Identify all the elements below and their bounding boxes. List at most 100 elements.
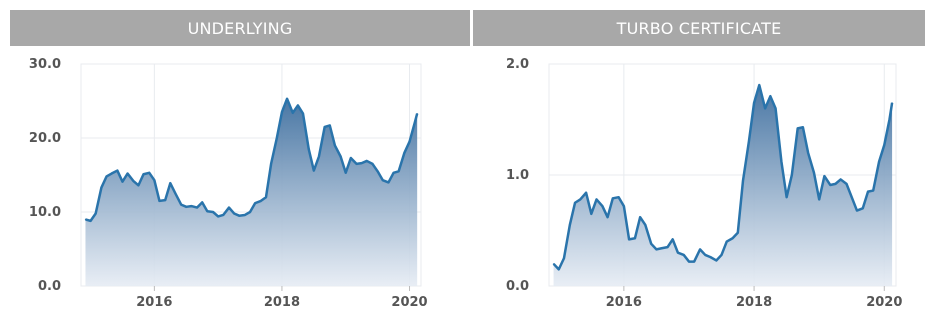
data-point: [655, 248, 658, 250]
data-point: [233, 212, 235, 215]
data-point: [585, 192, 587, 194]
data-point: [132, 180, 134, 182]
data-point: [249, 211, 251, 213]
data-point: [297, 104, 299, 107]
data-point: [628, 238, 630, 240]
data-point: [753, 102, 755, 104]
data-point: [142, 173, 145, 175]
data-point: [350, 157, 352, 159]
data-point: [558, 268, 560, 270]
data-point: [206, 210, 208, 212]
data-point: [302, 112, 304, 115]
y-tick-label: 30.0: [29, 57, 61, 72]
data-point: [791, 174, 793, 176]
data-point: [807, 152, 809, 154]
data-point: [661, 247, 663, 249]
x-tick-label: 2018: [736, 295, 772, 310]
data-point: [639, 216, 641, 218]
x-tick-label: 2020: [391, 295, 427, 310]
data-point: [726, 241, 728, 243]
data-point: [100, 186, 103, 189]
data-point: [601, 205, 603, 207]
data-point: [688, 260, 690, 263]
data-point: [185, 206, 187, 208]
data-point: [883, 144, 885, 146]
data-point: [153, 179, 155, 181]
data-point: [238, 215, 240, 217]
data-point: [715, 259, 717, 262]
data-point: [222, 214, 224, 216]
data-point: [137, 184, 140, 186]
data-point: [818, 198, 820, 201]
data-point: [606, 216, 609, 218]
data-point: [862, 207, 864, 209]
data-point: [677, 252, 679, 254]
turbo-certificate-panel: TURBO CERTIFICATE 0.0 1.0 2.0 2016 2018 2020: [473, 10, 925, 332]
y-tick-label: 1.0: [506, 168, 529, 183]
data-point: [650, 243, 652, 245]
data-point: [174, 192, 177, 195]
data-point: [813, 172, 815, 174]
data-point: [89, 220, 92, 222]
x-tick-label: 2016: [136, 295, 172, 310]
data-point: [217, 215, 219, 218]
data-point: [709, 256, 712, 258]
data-point: [612, 197, 614, 199]
data-point: [693, 260, 695, 263]
data-point: [851, 196, 853, 198]
data-point: [891, 102, 893, 104]
data-point: [579, 198, 581, 201]
data-point: [666, 246, 669, 248]
data-point: [340, 155, 342, 158]
y-tick-label: 10.0: [29, 205, 61, 220]
data-point: [308, 148, 310, 150]
data-point: [361, 162, 363, 164]
data-point: [324, 126, 326, 128]
data-point: [742, 179, 744, 182]
data-point: [190, 205, 192, 207]
data-point: [823, 175, 825, 177]
data-point: [720, 254, 723, 256]
data-point: [878, 161, 880, 163]
data-point: [228, 206, 230, 209]
data-point: [180, 204, 182, 206]
y-tick-label: 0.0: [38, 279, 61, 294]
data-point: [270, 163, 272, 165]
data-point: [95, 212, 97, 215]
data-point: [623, 205, 625, 207]
data-point: [377, 170, 379, 172]
data-point: [737, 232, 739, 234]
turbo-certificate-header: TURBO CERTIFICATE: [473, 10, 925, 46]
x-tick-label: 2020: [866, 295, 902, 310]
data-point: [371, 163, 374, 165]
data-point: [313, 169, 315, 172]
data-point: [563, 257, 565, 259]
y-tick-label: 20.0: [29, 131, 61, 146]
data-point: [212, 211, 214, 213]
data-point: [121, 181, 124, 183]
y-tick-label: 2.0: [506, 57, 529, 72]
data-point: [769, 95, 771, 97]
data-point: [164, 199, 166, 201]
data-point: [334, 144, 336, 146]
data-point: [829, 184, 831, 186]
data-point: [731, 237, 734, 239]
data-point: [888, 118, 891, 121]
data-point: [276, 137, 278, 139]
data-point: [758, 84, 760, 86]
data-point: [329, 124, 331, 127]
data-point: [355, 163, 358, 165]
data-point: [774, 107, 777, 109]
data-point: [699, 248, 701, 250]
data-point: [292, 112, 294, 114]
data-point: [408, 141, 411, 143]
underlying-chart: 0.0 10.0 20.0 30.0 2016 2018 2020: [29, 57, 428, 310]
data-point: [345, 172, 347, 174]
data-point: [111, 172, 113, 175]
data-point: [281, 111, 283, 113]
data-point: [158, 200, 161, 202]
data-point: [872, 189, 874, 192]
data-point: [126, 172, 129, 175]
data-point: [254, 202, 256, 204]
series-line: [552, 83, 894, 271]
